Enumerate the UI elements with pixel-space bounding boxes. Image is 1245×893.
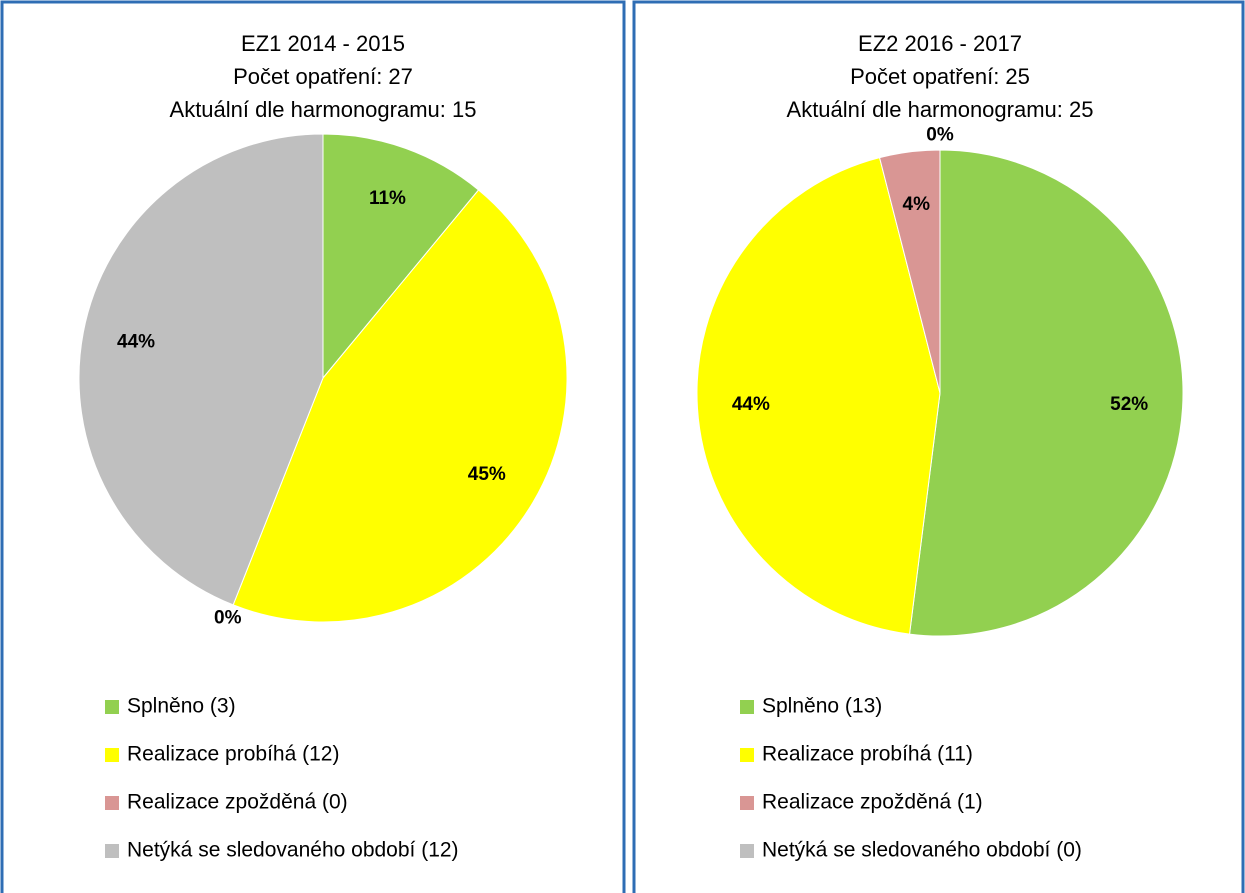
pie-slice: [78, 133, 324, 606]
data-label: 0%: [214, 607, 242, 628]
chart-title: Aktuální dle harmonogramu: 15: [170, 97, 477, 122]
legend-label: Realizace probíhá (12): [127, 743, 339, 766]
legend-swatch: [105, 700, 119, 714]
legend-label: Splněno (13): [762, 695, 882, 718]
data-label: 0%: [926, 124, 954, 145]
data-label: 4%: [903, 194, 931, 215]
legend-swatch: [740, 748, 754, 762]
data-label: 52%: [1110, 394, 1148, 415]
data-label: 44%: [117, 331, 155, 352]
legend-label: Netýká se sledovaného období (12): [127, 839, 459, 862]
legend-swatch: [740, 700, 754, 714]
chart-title: Počet opatření: 25: [850, 64, 1030, 89]
data-label: 45%: [468, 464, 506, 485]
legend-label: Realizace zpožděná (0): [127, 791, 348, 814]
legend-swatch: [740, 796, 754, 810]
chart-title: EZ1 2014 - 2015: [241, 31, 405, 56]
chart-title: EZ2 2016 - 2017: [858, 31, 1022, 56]
legend-label: Netýká se sledovaného období (0): [762, 839, 1082, 862]
legend-label: Realizace zpožděná (1): [762, 791, 983, 814]
legend-swatch: [105, 748, 119, 762]
pie-slice: [232, 189, 568, 623]
legend-swatch: [105, 796, 119, 810]
chart-title: Aktuální dle harmonogramu: 25: [787, 97, 1094, 122]
data-label: 11%: [369, 188, 406, 209]
pie-slice: [322, 133, 480, 380]
pie-slice: [878, 149, 941, 394]
pie-slice: [696, 157, 941, 635]
chart-title: Počet opatření: 27: [233, 64, 413, 89]
data-label: 44%: [732, 394, 770, 415]
legend-swatch: [740, 844, 754, 858]
panel-border: [0, 0, 626, 893]
legend-swatch: [105, 844, 119, 858]
legend-label: Realizace probíhá (11): [762, 743, 973, 766]
pie-slice: [908, 149, 1184, 637]
panel-border: [632, 0, 1245, 893]
legend-label: Splněno (3): [127, 695, 236, 718]
